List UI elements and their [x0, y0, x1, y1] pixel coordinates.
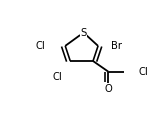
Text: Cl: Cl — [139, 67, 148, 77]
Text: Cl: Cl — [53, 72, 63, 82]
Text: Br: Br — [111, 41, 122, 51]
Text: O: O — [104, 84, 112, 94]
Text: Cl: Cl — [35, 41, 45, 51]
Text: S: S — [80, 28, 87, 38]
